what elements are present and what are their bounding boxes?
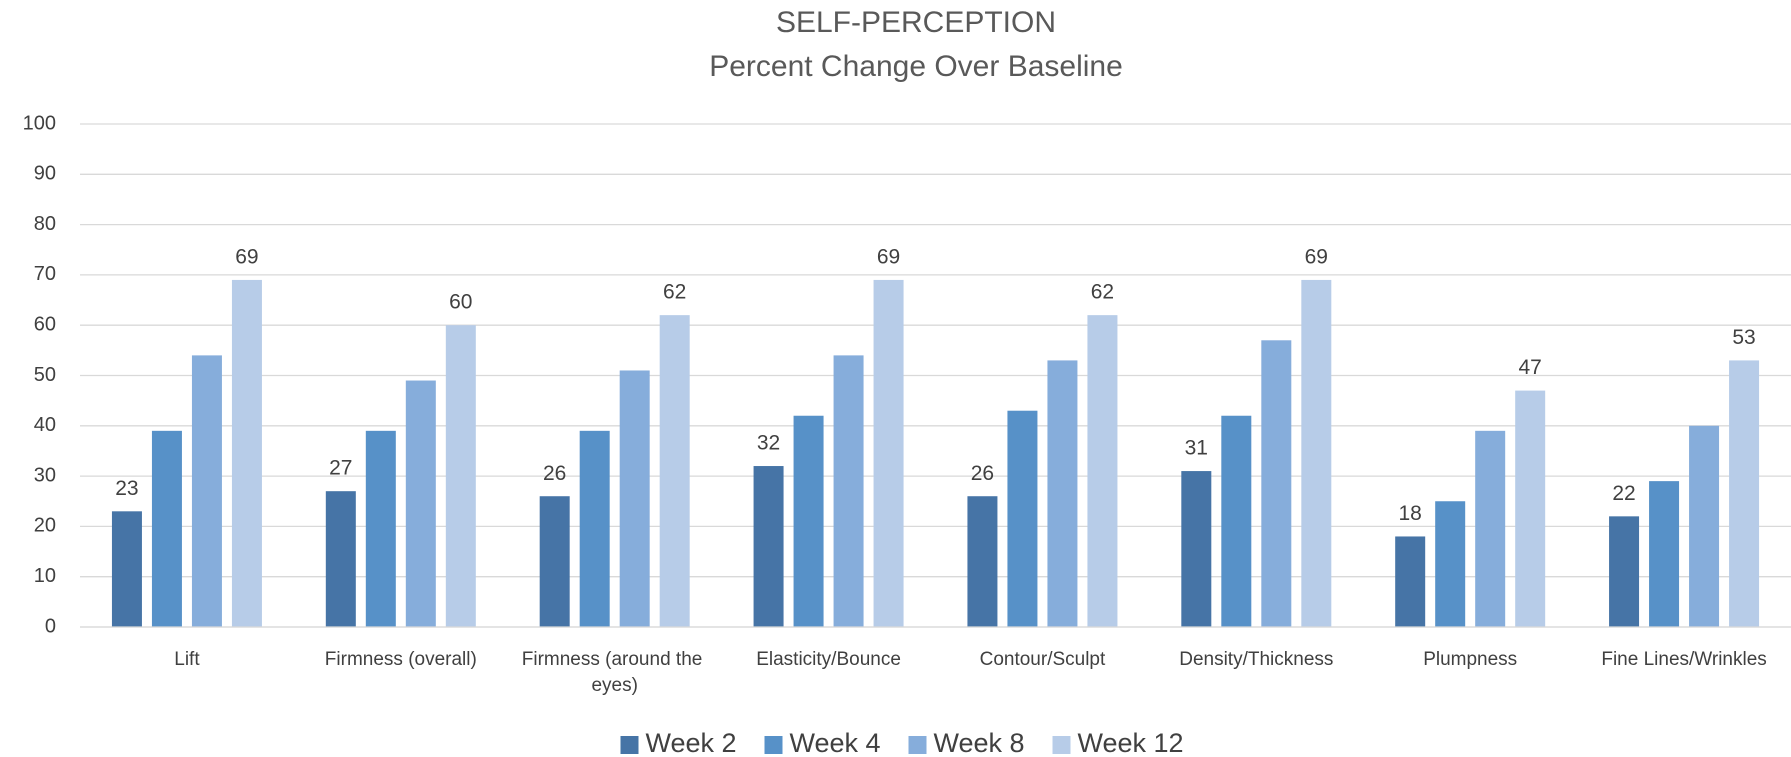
bar	[659, 315, 690, 627]
bar	[1261, 340, 1292, 627]
legend-swatch	[764, 736, 783, 754]
bar	[405, 380, 436, 627]
data-label: 31	[1185, 437, 1208, 460]
data-label: 18	[1399, 502, 1422, 525]
y-tick-label: 40	[34, 414, 56, 436]
x-tick-label: Firmness (overall)	[325, 649, 477, 670]
bar	[1221, 415, 1252, 627]
legend-label: Week 8	[934, 728, 1025, 757]
y-tick-label: 100	[23, 112, 56, 134]
bar	[1729, 360, 1760, 627]
y-tick-label: 90	[34, 163, 56, 185]
x-tick-label: Density/Thickness	[1179, 649, 1333, 670]
x-tick-label: Lift	[174, 649, 200, 670]
data-label: 23	[115, 477, 138, 500]
y-tick-label: 0	[45, 615, 56, 637]
bar	[365, 430, 396, 627]
bar	[1087, 315, 1118, 627]
legend-swatch	[620, 736, 639, 754]
y-tick-label: 50	[34, 364, 56, 386]
legend-swatch	[1052, 736, 1071, 754]
x-tick-label: Plumpness	[1423, 649, 1517, 670]
x-tick-label: Firmness (around the eyes)	[522, 649, 708, 696]
x-tick-label-line: Firmness (around the	[522, 649, 708, 670]
bar	[111, 511, 142, 627]
y-tick-label: 70	[34, 263, 56, 285]
legend-label: Week 4	[790, 728, 881, 757]
bar	[753, 466, 784, 627]
bar	[1301, 279, 1332, 627]
bar	[539, 496, 570, 627]
bar	[325, 491, 356, 627]
bar	[1689, 425, 1720, 627]
data-label: 22	[1612, 482, 1635, 505]
bar	[1181, 471, 1212, 627]
bar	[191, 355, 222, 627]
y-tick-label: 30	[34, 464, 56, 486]
bar	[873, 279, 904, 627]
bar	[1435, 501, 1466, 627]
legend-label: Week 12	[1078, 728, 1184, 757]
bar	[151, 430, 182, 627]
bar	[1515, 390, 1546, 627]
data-label: 60	[449, 291, 472, 314]
data-label: 26	[971, 462, 994, 485]
bar	[579, 430, 610, 627]
bar	[833, 355, 864, 627]
y-tick-label: 80	[34, 213, 56, 235]
x-tick-label-line: eyes)	[591, 675, 637, 696]
data-label: 26	[543, 462, 566, 485]
x-tick-label: Elasticity/Bounce	[756, 649, 901, 670]
x-tick-label: Fine Lines/Wrinkles	[1601, 649, 1766, 670]
bar	[1609, 516, 1640, 627]
y-tick-label: 10	[34, 565, 56, 587]
data-label: 47	[1519, 356, 1542, 379]
chart-subtitle: Percent Change Over Baseline	[709, 50, 1123, 83]
data-label: 53	[1732, 326, 1755, 349]
y-tick-label: 60	[34, 313, 56, 335]
bar	[619, 370, 650, 627]
y-tick-label: 20	[34, 515, 56, 537]
legend-label: Week 2	[646, 728, 737, 757]
bar	[967, 496, 998, 627]
bar	[1007, 410, 1038, 627]
data-label: 69	[235, 245, 258, 268]
bar	[445, 325, 476, 627]
data-label: 69	[1305, 245, 1328, 268]
bar	[1475, 430, 1506, 627]
bar	[231, 279, 262, 627]
data-label: 27	[329, 457, 352, 480]
bar	[1395, 536, 1426, 627]
data-label: 32	[757, 432, 780, 455]
chart-title: SELF-PERCEPTION	[776, 6, 1056, 39]
data-label: 62	[663, 281, 686, 304]
x-tick-label: Contour/Sculpt	[980, 649, 1106, 670]
bar	[1649, 481, 1680, 627]
data-label: 69	[877, 245, 900, 268]
bar	[793, 415, 824, 627]
bar	[1047, 360, 1078, 627]
data-label: 62	[1091, 281, 1114, 304]
legend-swatch	[908, 736, 927, 754]
